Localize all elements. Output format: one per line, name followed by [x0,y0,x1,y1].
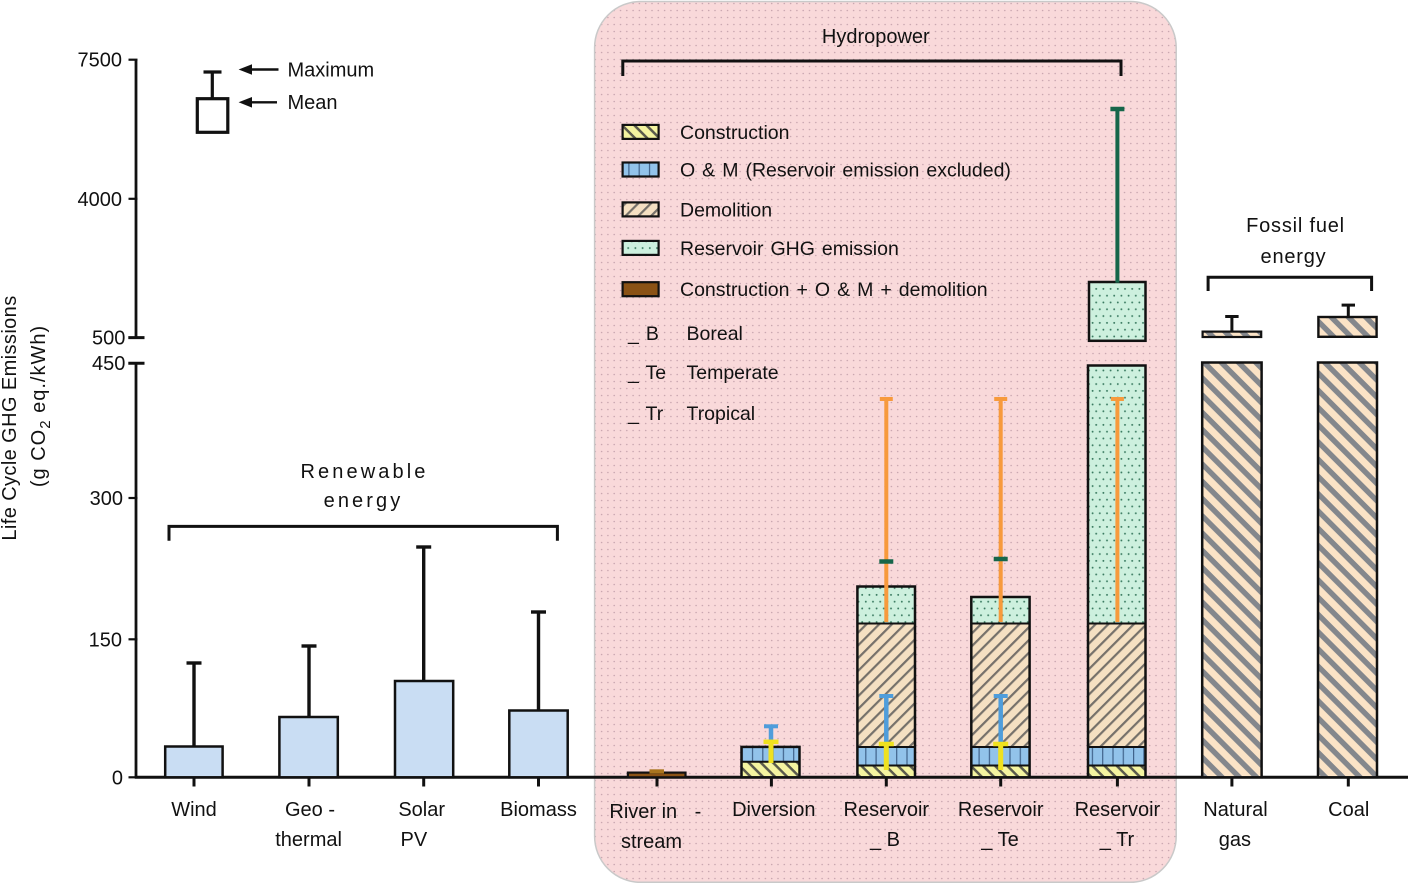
svg-text:_ Tr: _ Tr [1099,829,1135,851]
svg-text:_ B: _ B [627,323,659,345]
svg-text:_ B: _ B [869,829,900,851]
svg-text:7500: 7500 [78,50,123,72]
svg-text:_ Te: _ Te [627,362,666,384]
svg-text:_ Tr: _ Tr [627,403,664,425]
svg-text:-: - [695,801,702,823]
svg-text:Maximum: Maximum [288,60,375,82]
svg-text:Diversion: Diversion [732,799,815,821]
svg-text:Renewable: Renewable [301,461,429,483]
svg-text:Reservoir: Reservoir [958,799,1044,821]
svg-text:Reservoir: Reservoir [844,799,930,821]
svg-text:Fossil fuel: Fossil fuel [1246,215,1345,237]
svg-text:O & M (Reservoir emission exc: O & M (Reservoir emission excluded) [680,160,1011,182]
svg-text:Demolition: Demolition [680,199,772,221]
svg-text:(g CO2 eq./kWh): (g CO2 eq./kWh) [28,325,54,487]
svg-text:Coal: Coal [1328,799,1369,821]
svg-text:Construction + O & M + demolit: Construction + O & M + demolition [680,279,988,301]
svg-text:450: 450 [92,353,125,375]
svg-text:0: 0 [112,767,123,789]
svg-text:Temperate: Temperate [687,362,779,384]
svg-text:Hydropower: Hydropower [822,26,930,48]
svg-text:_ Te: _ Te [980,829,1018,851]
svg-text:150: 150 [89,629,122,651]
svg-text:Construction: Construction [680,122,789,144]
svg-text:gas: gas [1219,829,1251,851]
svg-text:stream: stream [621,831,682,853]
svg-text:Mean: Mean [288,92,338,114]
svg-text:PV: PV [401,829,428,851]
svg-text:thermal: thermal [275,829,342,851]
svg-text:Tropical: Tropical [687,403,756,425]
svg-text:Wind: Wind [171,799,217,821]
svg-text:energy: energy [324,490,404,512]
svg-text:Natural: Natural [1203,799,1267,821]
svg-text:energy: energy [1261,246,1327,268]
svg-text:River in: River in [609,801,677,823]
svg-text:Life Cycle GHG Emissions: Life Cycle GHG Emissions [0,295,21,540]
svg-text:4000: 4000 [78,189,123,211]
svg-text:Boreal: Boreal [687,323,743,345]
svg-text:Solar: Solar [398,799,445,821]
svg-text:500: 500 [92,328,125,350]
svg-text:Reservoir GHG emission: Reservoir GHG emission [680,238,899,260]
svg-text:Biomass: Biomass [500,799,577,821]
svg-text:300: 300 [90,488,123,510]
svg-text:Geo -: Geo - [285,799,335,821]
svg-text:Reservoir: Reservoir [1075,799,1161,821]
